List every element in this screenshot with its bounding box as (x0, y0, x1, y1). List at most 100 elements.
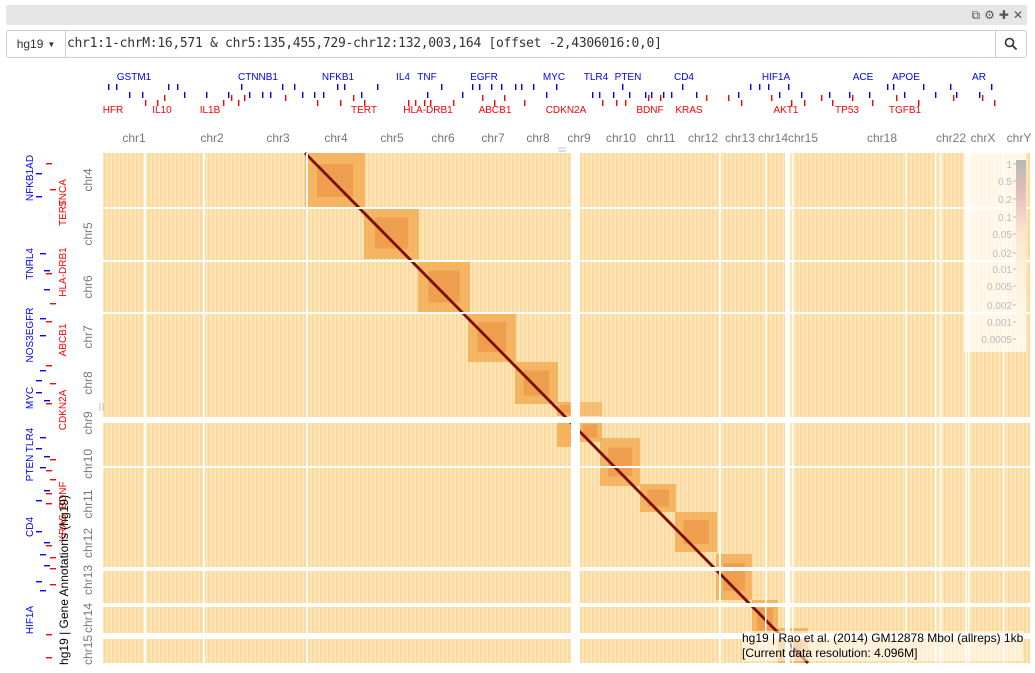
hic-heatmap[interactable] (103, 151, 1030, 665)
gene-tick (44, 270, 50, 272)
search-icon (1004, 37, 1018, 51)
chrom-gap-vertical (1003, 153, 1005, 663)
gene-tick (991, 84, 993, 90)
gene-tick (982, 95, 984, 101)
gene-tick (750, 84, 752, 90)
gene-tick (40, 370, 46, 372)
left-gene-kras: KRAS (58, 514, 69, 542)
gene-label-tp53: TP53 (835, 105, 859, 116)
tad-core (428, 270, 460, 303)
gene-label-egfr: EGFR (470, 72, 498, 83)
gene-tick (50, 189, 56, 191)
gene-tick (164, 95, 166, 101)
gene-tick (46, 493, 52, 495)
gene-tick (50, 568, 56, 570)
gene-tick (663, 92, 665, 98)
gene-label-il1b: IL1B (200, 105, 221, 116)
chrom-gap-vertical (578, 153, 580, 663)
gene-tick (415, 100, 417, 106)
gene-tick (904, 92, 906, 98)
gene-tick (361, 92, 363, 98)
assembly-label: hg19 (16, 37, 44, 51)
chr-label-left-chr7: chr7 (81, 325, 95, 349)
chrom-gap-vertical (306, 153, 308, 663)
chr-label-top-chr11: chr11 (646, 131, 675, 145)
gene-tick (40, 335, 46, 337)
gene-tick (317, 100, 319, 106)
gene-label-kras: KRAS (675, 105, 703, 116)
gene-label-hla-drb1: HLA-DRB1 (403, 105, 453, 116)
left-gene-cdkn2a: CDKN2A (58, 389, 69, 430)
gene-tick (241, 84, 243, 90)
chr-label-left-chr14: chr14 (81, 603, 95, 633)
chrom-gap-horizontal (103, 567, 1030, 571)
gene-tick (524, 100, 526, 106)
genome-position-search-bar: hg19 ▼ chr1:1-chrM:16,571 & chr5:135,455… (6, 30, 1027, 58)
gene-tick (46, 365, 52, 367)
gene-tick (285, 95, 287, 101)
search-button[interactable] (995, 31, 1026, 57)
gene-tick (36, 448, 42, 450)
gene-tick (36, 581, 42, 583)
gene-label-cdkn2a: CDKN2A (546, 105, 587, 116)
chrom-gap-vertical (935, 153, 937, 663)
chrom-gap-vertical (144, 153, 146, 663)
locus-input[interactable]: chr1:1-chrM:16,571 & chr5:135,455,729-ch… (67, 36, 662, 51)
gear-icon[interactable]: ⚙ (984, 8, 995, 22)
gene-tick (108, 84, 110, 90)
gene-tick (44, 542, 50, 544)
gene-label-tgfb1: TGFB1 (889, 105, 922, 116)
gene-tick (40, 318, 46, 320)
gene-tick (46, 503, 52, 505)
gene-tick (46, 321, 52, 323)
assembly-dropdown[interactable]: hg19 ▼ (7, 31, 66, 57)
gene-tick (821, 95, 823, 101)
copy-icon[interactable]: ⧉ (971, 8, 981, 22)
gene-tick (46, 545, 52, 547)
gene-tick (46, 657, 52, 659)
chevron-down-icon: ▼ (47, 39, 56, 49)
gene-tick (788, 84, 790, 90)
gene-tick (270, 92, 272, 98)
gene-tick (660, 95, 662, 101)
gene-tick (46, 470, 52, 472)
close-icon[interactable]: ✕ (1012, 8, 1023, 22)
gene-label-akt1: AKT1 (773, 105, 798, 116)
chrom-gap-horizontal (103, 603, 1030, 607)
left-gene-tert: TERT (58, 200, 69, 226)
gene-tick (696, 92, 698, 98)
gene-tick (231, 95, 233, 101)
gene-tick (768, 84, 770, 90)
data-resolution: [Current data resolution: 4.096M] (742, 646, 918, 660)
gene-tick (887, 84, 889, 90)
gene-tick (50, 557, 56, 559)
gene-tick (501, 84, 503, 90)
gene-tick (804, 100, 806, 106)
plus-icon[interactable]: ✚ (998, 8, 1009, 22)
trans-block (580, 402, 602, 416)
gene-tick (50, 303, 56, 305)
view-header-bar: ⧉ ⚙ ✚ ✕ (6, 5, 1027, 25)
gene-tick (956, 92, 958, 98)
gene-tick (46, 634, 52, 636)
gene-tick (36, 392, 42, 394)
gene-tick (44, 400, 50, 402)
gene-tick (728, 95, 730, 101)
top-chromosome-labels: chr1 chr2 chr3 chr4 chr5 chr6 chr7 chr8 chr9 chr1… (122, 131, 1031, 145)
gene-tick (50, 479, 56, 481)
resize-handle-left[interactable] (99, 403, 104, 411)
left-gene-tnf: TNF (25, 260, 36, 279)
chrom-gap-vertical (765, 153, 767, 663)
gene-tick (759, 84, 761, 90)
chrom-gap-horizontal (103, 637, 1030, 639)
chrom-gap-vertical (968, 153, 970, 663)
gene-tick (116, 84, 118, 90)
resize-handle-top[interactable] (558, 147, 566, 152)
tad-core (523, 370, 550, 396)
gene-tick (441, 84, 443, 90)
chr-label-top-chr2: chr2 (200, 131, 224, 145)
chr-label-left-chr11: chr11 (81, 489, 95, 518)
gene-tick (896, 95, 898, 101)
chrom-gap-vertical (792, 153, 794, 663)
chr-label-top-chr1: chr1 (122, 131, 146, 145)
